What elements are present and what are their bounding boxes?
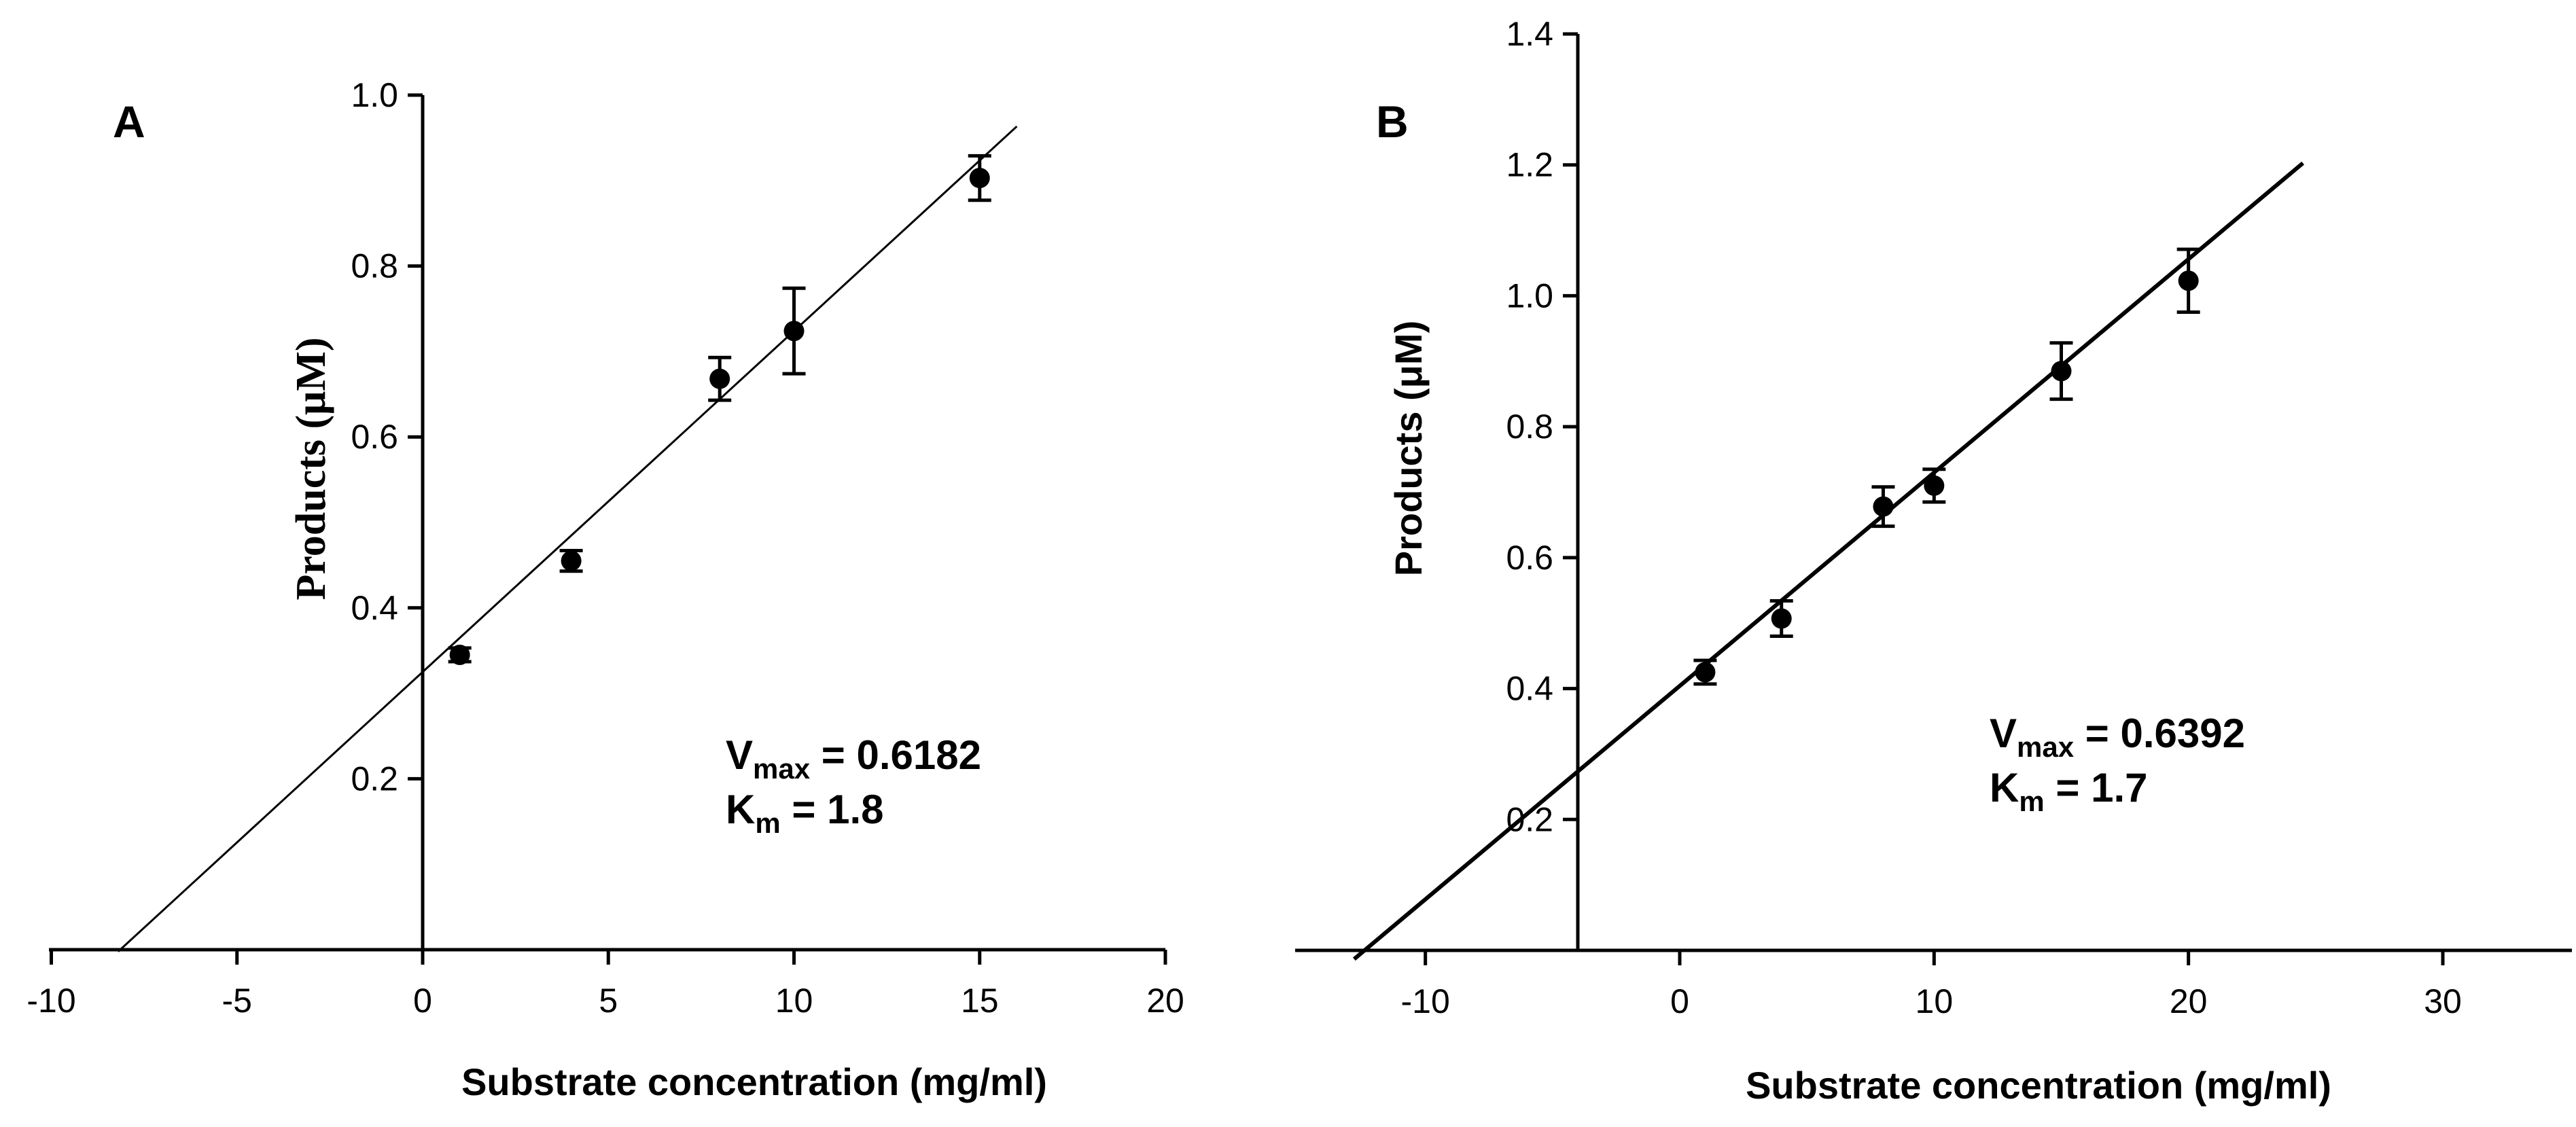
vmax-value-b: = 0.6392 bbox=[2074, 711, 2245, 756]
fit-line-a bbox=[117, 125, 1018, 952]
x-axis-title-b: Substrate concentration (mg/ml) bbox=[1746, 1064, 2331, 1107]
x-tick-label-a: 5 bbox=[599, 982, 618, 1020]
data-point-b bbox=[1771, 608, 1792, 629]
data-point-a bbox=[783, 321, 805, 342]
y-tick-label-b: 1.2 bbox=[1506, 146, 1553, 184]
x-tick-label-a: 10 bbox=[775, 982, 813, 1020]
x-tick-label-b: 30 bbox=[2424, 982, 2462, 1020]
y-tick-label-a: 1.0 bbox=[351, 76, 398, 114]
data-point-b bbox=[1695, 662, 1716, 683]
data-point-a bbox=[709, 368, 730, 389]
vmax-symbol-b: V bbox=[1990, 711, 2017, 756]
plot-area-a: -10 -5 0 5 10 15 20 0.2 0.4 0.6 0.8 1.0 bbox=[27, 76, 1184, 1020]
x-tick-label-a: -5 bbox=[222, 982, 252, 1020]
y-axis-title-a: Products (μM) bbox=[288, 338, 334, 601]
km-subscript-b: m bbox=[2019, 785, 2044, 817]
data-point-b bbox=[2178, 270, 2199, 291]
data-point-b bbox=[1873, 496, 1894, 517]
y-tick-label-a: 0.6 bbox=[351, 418, 398, 456]
x-tick-label-b: -10 bbox=[1401, 982, 1450, 1020]
y-tick-label-b: 1.4 bbox=[1506, 15, 1553, 53]
chart-panel-a: A Substrate concentration (mg/ml) Produc… bbox=[27, 76, 1184, 1103]
x-tick-label-a: 0 bbox=[413, 982, 432, 1020]
y-tick-label-a: 0.8 bbox=[351, 247, 398, 285]
data-point-b bbox=[1924, 475, 1945, 496]
km-subscript-a: m bbox=[755, 807, 780, 839]
y-tick-label-b: 0.4 bbox=[1506, 670, 1553, 708]
vmax-annotation-a: Vmax = 0.6182 bbox=[726, 732, 981, 785]
x-tick-label-b: 0 bbox=[1670, 982, 1689, 1020]
y-tick-label-a: 0.4 bbox=[351, 589, 398, 627]
vmax-subscript-b: max bbox=[2017, 731, 2075, 763]
km-value-a: = 1.8 bbox=[781, 787, 884, 832]
y-tick-label-a: 0.2 bbox=[351, 759, 398, 798]
fit-line-b bbox=[1352, 161, 2305, 961]
y-tick-label-b: 0.6 bbox=[1506, 539, 1553, 577]
x-tick-label-a: -10 bbox=[27, 982, 75, 1020]
panel-label-b: B bbox=[1376, 96, 1409, 147]
y-tick-label-b: 0.8 bbox=[1506, 408, 1553, 446]
km-annotation-a: Km = 1.8 bbox=[726, 787, 884, 839]
data-point-a bbox=[561, 550, 582, 571]
panel-label-a: A bbox=[113, 96, 145, 147]
x-tick-label-b: 20 bbox=[2170, 982, 2208, 1020]
km-value-b: = 1.7 bbox=[2045, 765, 2148, 810]
x-tick-label-a: 20 bbox=[1146, 982, 1184, 1020]
data-point-a bbox=[969, 168, 990, 189]
y-tick-label-b: 0.2 bbox=[1506, 800, 1553, 838]
vmax-annotation-b: Vmax = 0.6392 bbox=[1990, 711, 2245, 763]
km-symbol-b: K bbox=[1990, 765, 2019, 810]
x-tick-label-a: 15 bbox=[961, 982, 999, 1020]
y-axis-title-b: Products (μM) bbox=[1387, 321, 1430, 576]
x-tick-label-b: 10 bbox=[1916, 982, 1954, 1020]
y-tick-label-b: 1.0 bbox=[1506, 276, 1553, 315]
data-point-a bbox=[449, 644, 470, 665]
chart-panel-b: B Substrate concentration (mg/ml) Produc… bbox=[1295, 15, 2572, 1107]
data-point-b bbox=[2051, 361, 2072, 382]
vmax-subscript-a: max bbox=[753, 753, 811, 785]
vmax-value-a: = 0.6182 bbox=[810, 732, 981, 778]
vmax-symbol-a: V bbox=[726, 732, 753, 778]
plot-area-b: -10 0 10 20 30 0.2 0.4 0.6 0.8 1.0 1.2 1.4 bbox=[1295, 15, 2572, 1020]
x-axis-title-a: Substrate concentration (mg/ml) bbox=[461, 1060, 1047, 1103]
km-symbol-a: K bbox=[726, 787, 755, 832]
km-annotation-b: Km = 1.7 bbox=[1990, 765, 2148, 817]
